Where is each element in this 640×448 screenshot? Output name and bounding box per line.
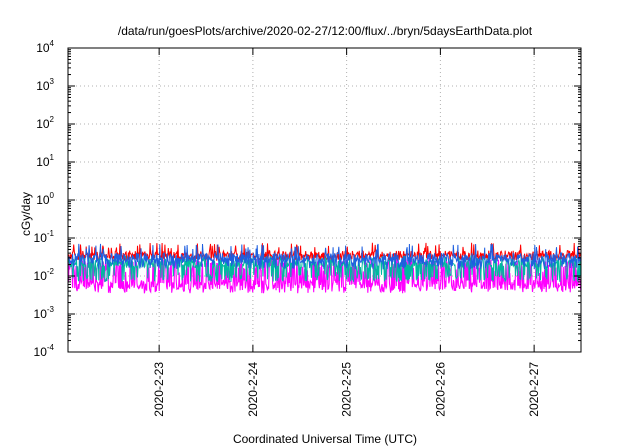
- series-line: [67, 243, 582, 270]
- x-tick-label: 2020-2-27: [527, 362, 541, 417]
- x-tick-label: 2020-2-23: [152, 362, 166, 417]
- y-tick-label: 10-4: [34, 343, 55, 359]
- series-layer: [67, 242, 582, 294]
- chart-title: /data/run/goesPlots/archive/2020-02-27/1…: [118, 24, 533, 38]
- x-tick-label: 2020-2-24: [246, 362, 260, 417]
- y-tick-label: 100: [36, 191, 54, 207]
- grid: [68, 48, 581, 352]
- y-axis-label: cGy/day: [19, 192, 33, 236]
- y-tick-label: 102: [36, 115, 54, 131]
- x-axis-tick-labels: 2020-2-23 2020-2-24 2020-2-25 2020-2-26 2020…: [152, 362, 541, 417]
- y-axis-tick-labels: 10-4 10-3 10-2 10-1 100 101 102 103 104: [34, 39, 55, 359]
- ticks: [68, 47, 581, 353]
- y-tick-label: 10-2: [34, 267, 55, 283]
- y-tick-label: 101: [36, 153, 54, 169]
- y-tick-label: 10-3: [34, 305, 55, 321]
- y-tick-label: 103: [36, 77, 54, 93]
- x-tick-label: 2020-2-25: [340, 362, 354, 417]
- x-axis-label: Coordinated Universal Time (UTC): [233, 432, 417, 446]
- x-tick-label: 2020-2-26: [433, 362, 447, 417]
- y-tick-label: 10-1: [34, 229, 55, 245]
- y-tick-label: 104: [36, 39, 54, 55]
